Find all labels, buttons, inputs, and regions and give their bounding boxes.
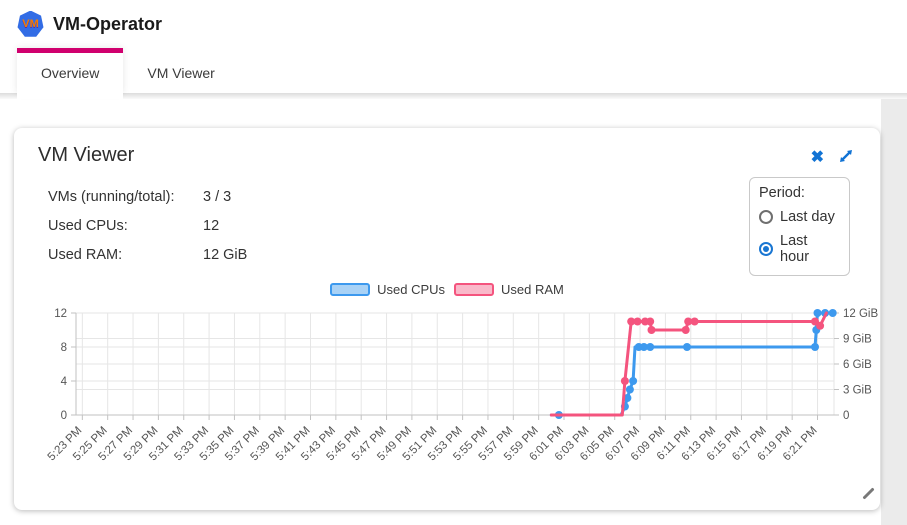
tab-bar: Overview VM Viewer: [0, 48, 907, 99]
legend-swatch: [330, 283, 371, 296]
svg-text:6 GiB: 6 GiB: [843, 359, 872, 371]
stat-value: 12 GiB: [203, 247, 248, 263]
stat-used-ram: Used RAM: 12 GiB: [48, 247, 858, 263]
chart-legend: Used CPUs Used RAM: [36, 282, 858, 297]
app-title: VM-Operator: [53, 13, 163, 34]
radio-last-hour[interactable]: Last hour: [759, 233, 840, 265]
svg-text:9 GiB: 9 GiB: [843, 334, 872, 346]
tabbar-divider: [0, 93, 907, 99]
tab-overview[interactable]: Overview: [17, 48, 124, 99]
stat-vms: VMs (running/total): 3 / 3: [48, 189, 858, 205]
vm-viewer-panel: VM Viewer ✖ VMs (running/total): 3 / 3 U…: [14, 128, 880, 510]
stat-used-cpus: Used CPUs: 12: [48, 218, 858, 234]
stat-label: Used RAM:: [48, 247, 123, 263]
stat-value: 3 / 3: [203, 189, 232, 205]
tab-vm-viewer[interactable]: VM Viewer: [147, 65, 215, 81]
svg-text:3 GiB: 3 GiB: [843, 385, 872, 397]
expand-icon[interactable]: [838, 148, 854, 168]
radio-icon[interactable]: [759, 210, 773, 224]
legend-label: Used CPUs: [377, 282, 446, 297]
stat-label: Used CPUs:: [48, 218, 128, 234]
page-content: VM Viewer ✖ VMs (running/total): 3 / 3 U…: [0, 99, 907, 525]
logo-text: VM: [22, 18, 39, 30]
vm-operator-logo-icon: VM: [17, 10, 44, 37]
legend-item[interactable]: Used CPUs: [330, 282, 445, 297]
period-label: Period:: [759, 185, 805, 201]
radio-label: Last hour: [780, 233, 810, 265]
resize-handle-icon[interactable]: [862, 487, 875, 505]
legend-item[interactable]: Used RAM: [454, 282, 564, 297]
svg-text:12: 12: [54, 308, 67, 320]
close-icon[interactable]: ✖: [810, 149, 824, 166]
panel-title: VM Viewer: [38, 144, 135, 166]
radio-last-day[interactable]: Last day: [759, 209, 840, 225]
right-background-strip: [881, 99, 907, 525]
stats-list: VMs (running/total): 3 / 3 Used CPUs: 12…: [48, 189, 858, 263]
radio-icon[interactable]: [759, 242, 773, 256]
svg-text:0: 0: [61, 410, 67, 422]
legend-swatch: [454, 283, 495, 296]
svg-text:4: 4: [61, 376, 68, 388]
period-selector: Period: Last day Last hour: [749, 177, 850, 276]
svg-text:0: 0: [843, 410, 849, 422]
stat-value: 12: [203, 218, 220, 234]
stat-label: VMs (running/total):: [48, 189, 175, 205]
legend-label: Used RAM: [501, 282, 564, 297]
svg-text:8: 8: [61, 342, 67, 354]
svg-text:12 GiB: 12 GiB: [843, 308, 878, 320]
radio-label: Last day: [780, 209, 835, 225]
usage-chart[interactable]: 0 4 8 12 0 3 GiB 6 GiB 9 GiB 12 GiB 5:23 PM 5:25 P…: [34, 299, 879, 488]
app-header: VM VM-Operator: [0, 0, 907, 48]
